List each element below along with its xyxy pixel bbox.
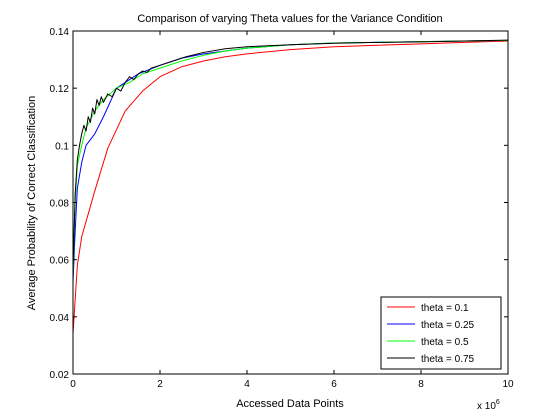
- series-line-0: [72, 40, 509, 335]
- y-tick-label-6: 0.14: [50, 27, 70, 38]
- y-tick-label-0: 0.02: [50, 370, 70, 381]
- x-tick-label-3: 6: [331, 379, 337, 390]
- x-tick-label-1: 2: [157, 379, 163, 390]
- series-layer: [72, 39, 509, 335]
- x-exponent-power: 6: [496, 399, 500, 406]
- y-tick-label-3: 0.08: [50, 199, 70, 210]
- x-tick-label-4: 8: [418, 379, 424, 390]
- chart-title: Comparison of varying Theta values for t…: [137, 13, 442, 25]
- legend-entry-1: theta = 0.25: [421, 320, 475, 331]
- y-tick-label-1: 0.04: [50, 313, 70, 324]
- x-exponent-label: x 106: [477, 399, 500, 412]
- x-tick-label-2: 4: [244, 379, 250, 390]
- legend-entry-3: theta = 0.75: [421, 354, 475, 365]
- series-line-3: [72, 39, 509, 272]
- x-axis-label: Accessed Data Points: [236, 398, 344, 410]
- legend-entry-0: theta = 0.1: [421, 303, 469, 314]
- axes-layer: 0 2 4 6 8 10 0.02 0.04 0.06 0.08 0.1 0.12 0.14: [50, 27, 514, 390]
- y-tick-label-5: 0.12: [50, 84, 70, 95]
- y-axis-label: Average Probability of Correct Classific…: [26, 96, 38, 310]
- x-exponent-base: x 10: [477, 401, 496, 412]
- legend-box: [380, 296, 502, 370]
- y-tick-label-2: 0.06: [50, 256, 70, 267]
- legend-entry-2: theta = 0.5: [421, 337, 469, 348]
- legend: theta = 0.1 theta = 0.25 theta = 0.5 theta …: [380, 296, 502, 370]
- y-tick-label-4: 0.1: [55, 141, 69, 152]
- x-tick-label-5: 10: [502, 379, 514, 390]
- x-tick-label-0: 0: [70, 379, 76, 390]
